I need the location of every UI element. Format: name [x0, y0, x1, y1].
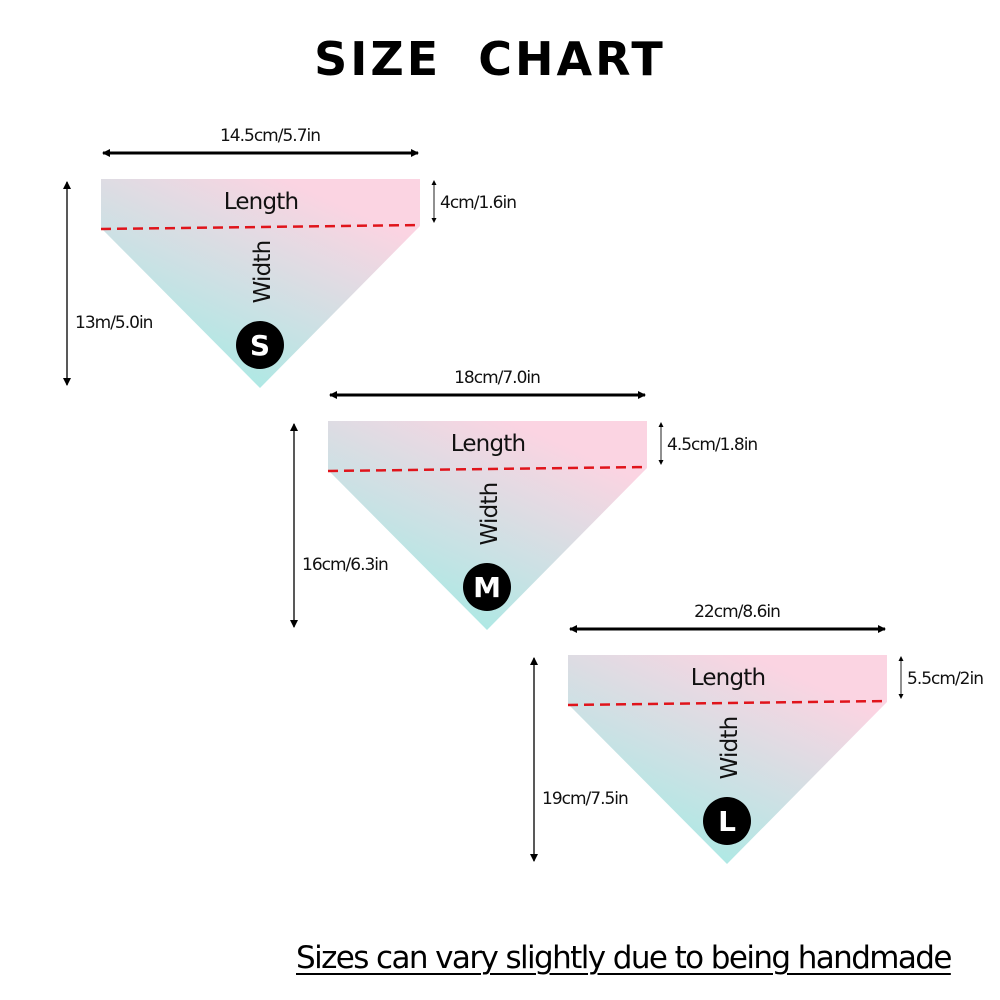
fold-line — [567, 699, 888, 707]
fold-line — [327, 465, 648, 473]
length-measurement: 22cm/8.6in — [694, 602, 780, 622]
handmade-disclaimer: Sizes can vary slightly due to being han… — [296, 940, 952, 976]
length-label: Length — [451, 431, 526, 457]
band-measurement: 4cm/1.6in — [440, 193, 516, 213]
bandana-shape — [328, 421, 647, 630]
length-label: Length — [224, 189, 299, 215]
bandana-shape — [101, 179, 420, 388]
size-badge-letter: L — [718, 805, 736, 838]
band-measurement: 4.5cm/1.8in — [667, 435, 757, 455]
size-badge — [236, 321, 284, 369]
width-label: Width — [477, 483, 503, 546]
size-badge — [703, 797, 751, 845]
bandana-shape — [568, 655, 887, 864]
length-measurement: 14.5cm/5.7in — [220, 126, 320, 146]
height-measurement: 13m/5.0in — [75, 313, 153, 333]
length-label: Length — [691, 665, 766, 691]
size-badge — [463, 563, 511, 611]
bandana-size-l: 22cm/8.6in Length Width L 19cm/7.5in 5.5cm/2i… — [530, 602, 984, 864]
height-measurement: 19cm/7.5in — [542, 789, 628, 809]
size-badge-letter: S — [250, 329, 270, 362]
width-label: Width — [250, 241, 276, 304]
size-badge-letter: M — [473, 571, 501, 604]
height-measurement: 16cm/6.3in — [302, 555, 388, 575]
bandana-size-s: 14.5cm/5.7in Length Width S 13m/5.0in 4cm/1.6… — [63, 126, 517, 388]
fold-line — [100, 223, 421, 231]
band-measurement: 5.5cm/2in — [907, 669, 983, 689]
width-label: Width — [717, 717, 743, 780]
length-measurement: 18cm/7.0in — [454, 368, 540, 388]
page-title: SIZE CHART — [314, 32, 666, 86]
bandana-size-m: 18cm/7.0in Length Width M 16cm/6.3in 4.5cm/1.… — [290, 368, 758, 630]
